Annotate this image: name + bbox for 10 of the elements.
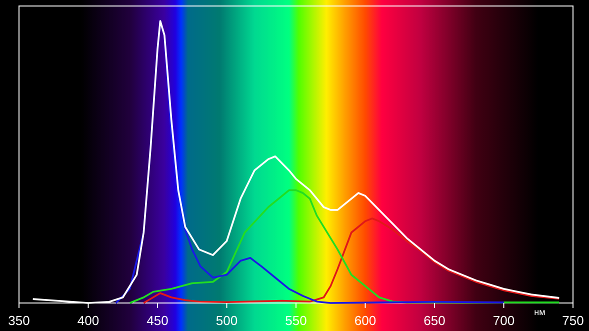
x-axis-title: нм <box>534 307 546 317</box>
x-tick-label: 450 <box>146 313 168 328</box>
x-tick-label: 350 <box>8 313 30 328</box>
x-tick-label: 750 <box>562 313 584 328</box>
x-tick-label: 400 <box>77 313 100 328</box>
x-tick-label: 500 <box>216 313 238 328</box>
x-tick-label: 600 <box>354 313 376 328</box>
x-tick-label: 550 <box>285 313 307 328</box>
x-tick-label: 650 <box>424 313 446 328</box>
x-tick-label: 700 <box>492 313 515 328</box>
